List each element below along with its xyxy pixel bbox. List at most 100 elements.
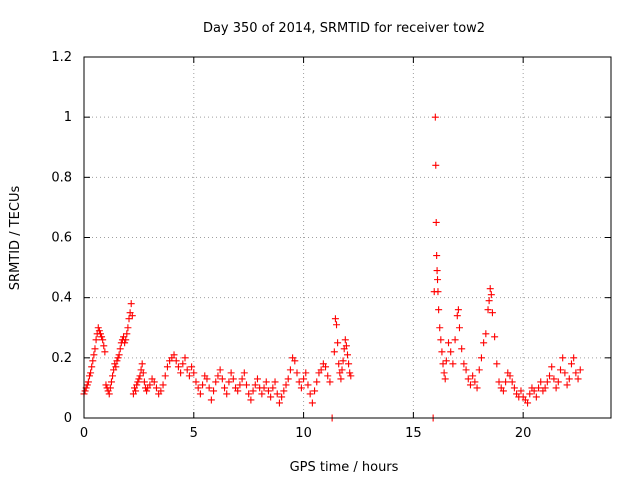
data-point	[210, 387, 218, 395]
data-point	[326, 378, 334, 386]
data-point	[203, 375, 211, 383]
data-point	[335, 360, 343, 368]
data-point	[100, 342, 108, 350]
data-point	[177, 369, 185, 377]
data-point	[342, 342, 350, 350]
data-point	[280, 387, 288, 395]
data-point	[152, 384, 160, 392]
data-point	[190, 369, 198, 377]
data-point	[223, 390, 231, 398]
x-tick-label: 15	[405, 426, 422, 441]
data-point	[524, 399, 532, 407]
data-point	[264, 387, 272, 395]
chart-title: Day 350 of 2014, SRMTID for receiver tow…	[203, 21, 485, 36]
data-point	[133, 381, 141, 389]
data-point	[471, 378, 479, 386]
data-point	[434, 288, 442, 296]
data-point	[548, 363, 556, 371]
data-point	[440, 369, 448, 377]
data-point	[135, 375, 143, 383]
data-point	[508, 378, 516, 386]
data-point	[482, 330, 490, 338]
data-point	[477, 354, 485, 362]
y-tick-label: 0.6	[51, 231, 72, 246]
data-point	[143, 387, 151, 395]
data-point	[506, 372, 514, 380]
data-point	[334, 339, 342, 347]
data-point	[267, 393, 275, 401]
data-point	[488, 309, 496, 317]
data-point	[271, 378, 279, 386]
data-point	[486, 285, 494, 293]
data-point	[438, 348, 446, 356]
y-tick-label: 0.8	[51, 170, 72, 185]
data-point	[433, 252, 441, 260]
data-point	[146, 381, 154, 389]
data-point	[106, 384, 114, 392]
x-tick-label: 20	[515, 426, 532, 441]
data-point	[295, 378, 303, 386]
data-point	[293, 369, 301, 377]
data-point	[85, 372, 93, 380]
data-point	[453, 312, 461, 320]
data-point	[561, 369, 569, 377]
data-point	[439, 360, 447, 368]
data-point	[102, 381, 110, 389]
data-point	[308, 399, 316, 407]
y-tick-label: 1	[64, 110, 72, 125]
data-point	[576, 366, 584, 374]
data-point	[269, 384, 277, 392]
data-point	[174, 363, 182, 371]
data-point	[161, 372, 169, 380]
data-point	[304, 381, 312, 389]
data-point	[273, 390, 281, 398]
data-point	[466, 381, 474, 389]
data-point	[475, 366, 483, 374]
data-point	[324, 372, 332, 380]
data-point	[346, 369, 354, 377]
data-point	[554, 378, 562, 386]
data-point	[449, 360, 457, 368]
data-point	[517, 387, 525, 395]
data-point	[464, 375, 472, 383]
data-point	[89, 357, 97, 365]
grid-lines	[84, 57, 611, 418]
y-tick-label: 0	[64, 411, 72, 426]
data-point	[121, 339, 129, 347]
data-point	[313, 378, 321, 386]
data-point	[297, 384, 305, 392]
data-point	[134, 378, 142, 386]
data-point	[112, 363, 120, 371]
data-point	[127, 300, 135, 308]
data-point	[260, 384, 268, 392]
data-point	[183, 366, 191, 374]
data-point	[205, 384, 213, 392]
data-point	[99, 336, 107, 344]
data-point	[122, 336, 130, 344]
data-point	[105, 390, 113, 398]
data-point	[570, 354, 578, 362]
data-point	[556, 366, 564, 374]
data-point	[442, 357, 450, 365]
data-point	[125, 315, 133, 323]
data-point	[229, 375, 237, 383]
data-point	[163, 363, 171, 371]
data-point	[432, 161, 440, 169]
data-point	[258, 390, 266, 398]
data-point	[251, 381, 259, 389]
data-point	[535, 384, 543, 392]
data-point	[91, 345, 99, 353]
data-point	[275, 399, 283, 407]
data-point	[454, 306, 462, 314]
data-point	[552, 384, 560, 392]
data-point	[88, 363, 96, 371]
data-point	[567, 360, 575, 368]
data-point	[101, 348, 109, 356]
data-point	[242, 381, 250, 389]
data-point	[214, 372, 222, 380]
data-point	[240, 369, 248, 377]
data-point	[179, 360, 187, 368]
data-point	[96, 330, 104, 338]
data-point	[139, 369, 147, 377]
